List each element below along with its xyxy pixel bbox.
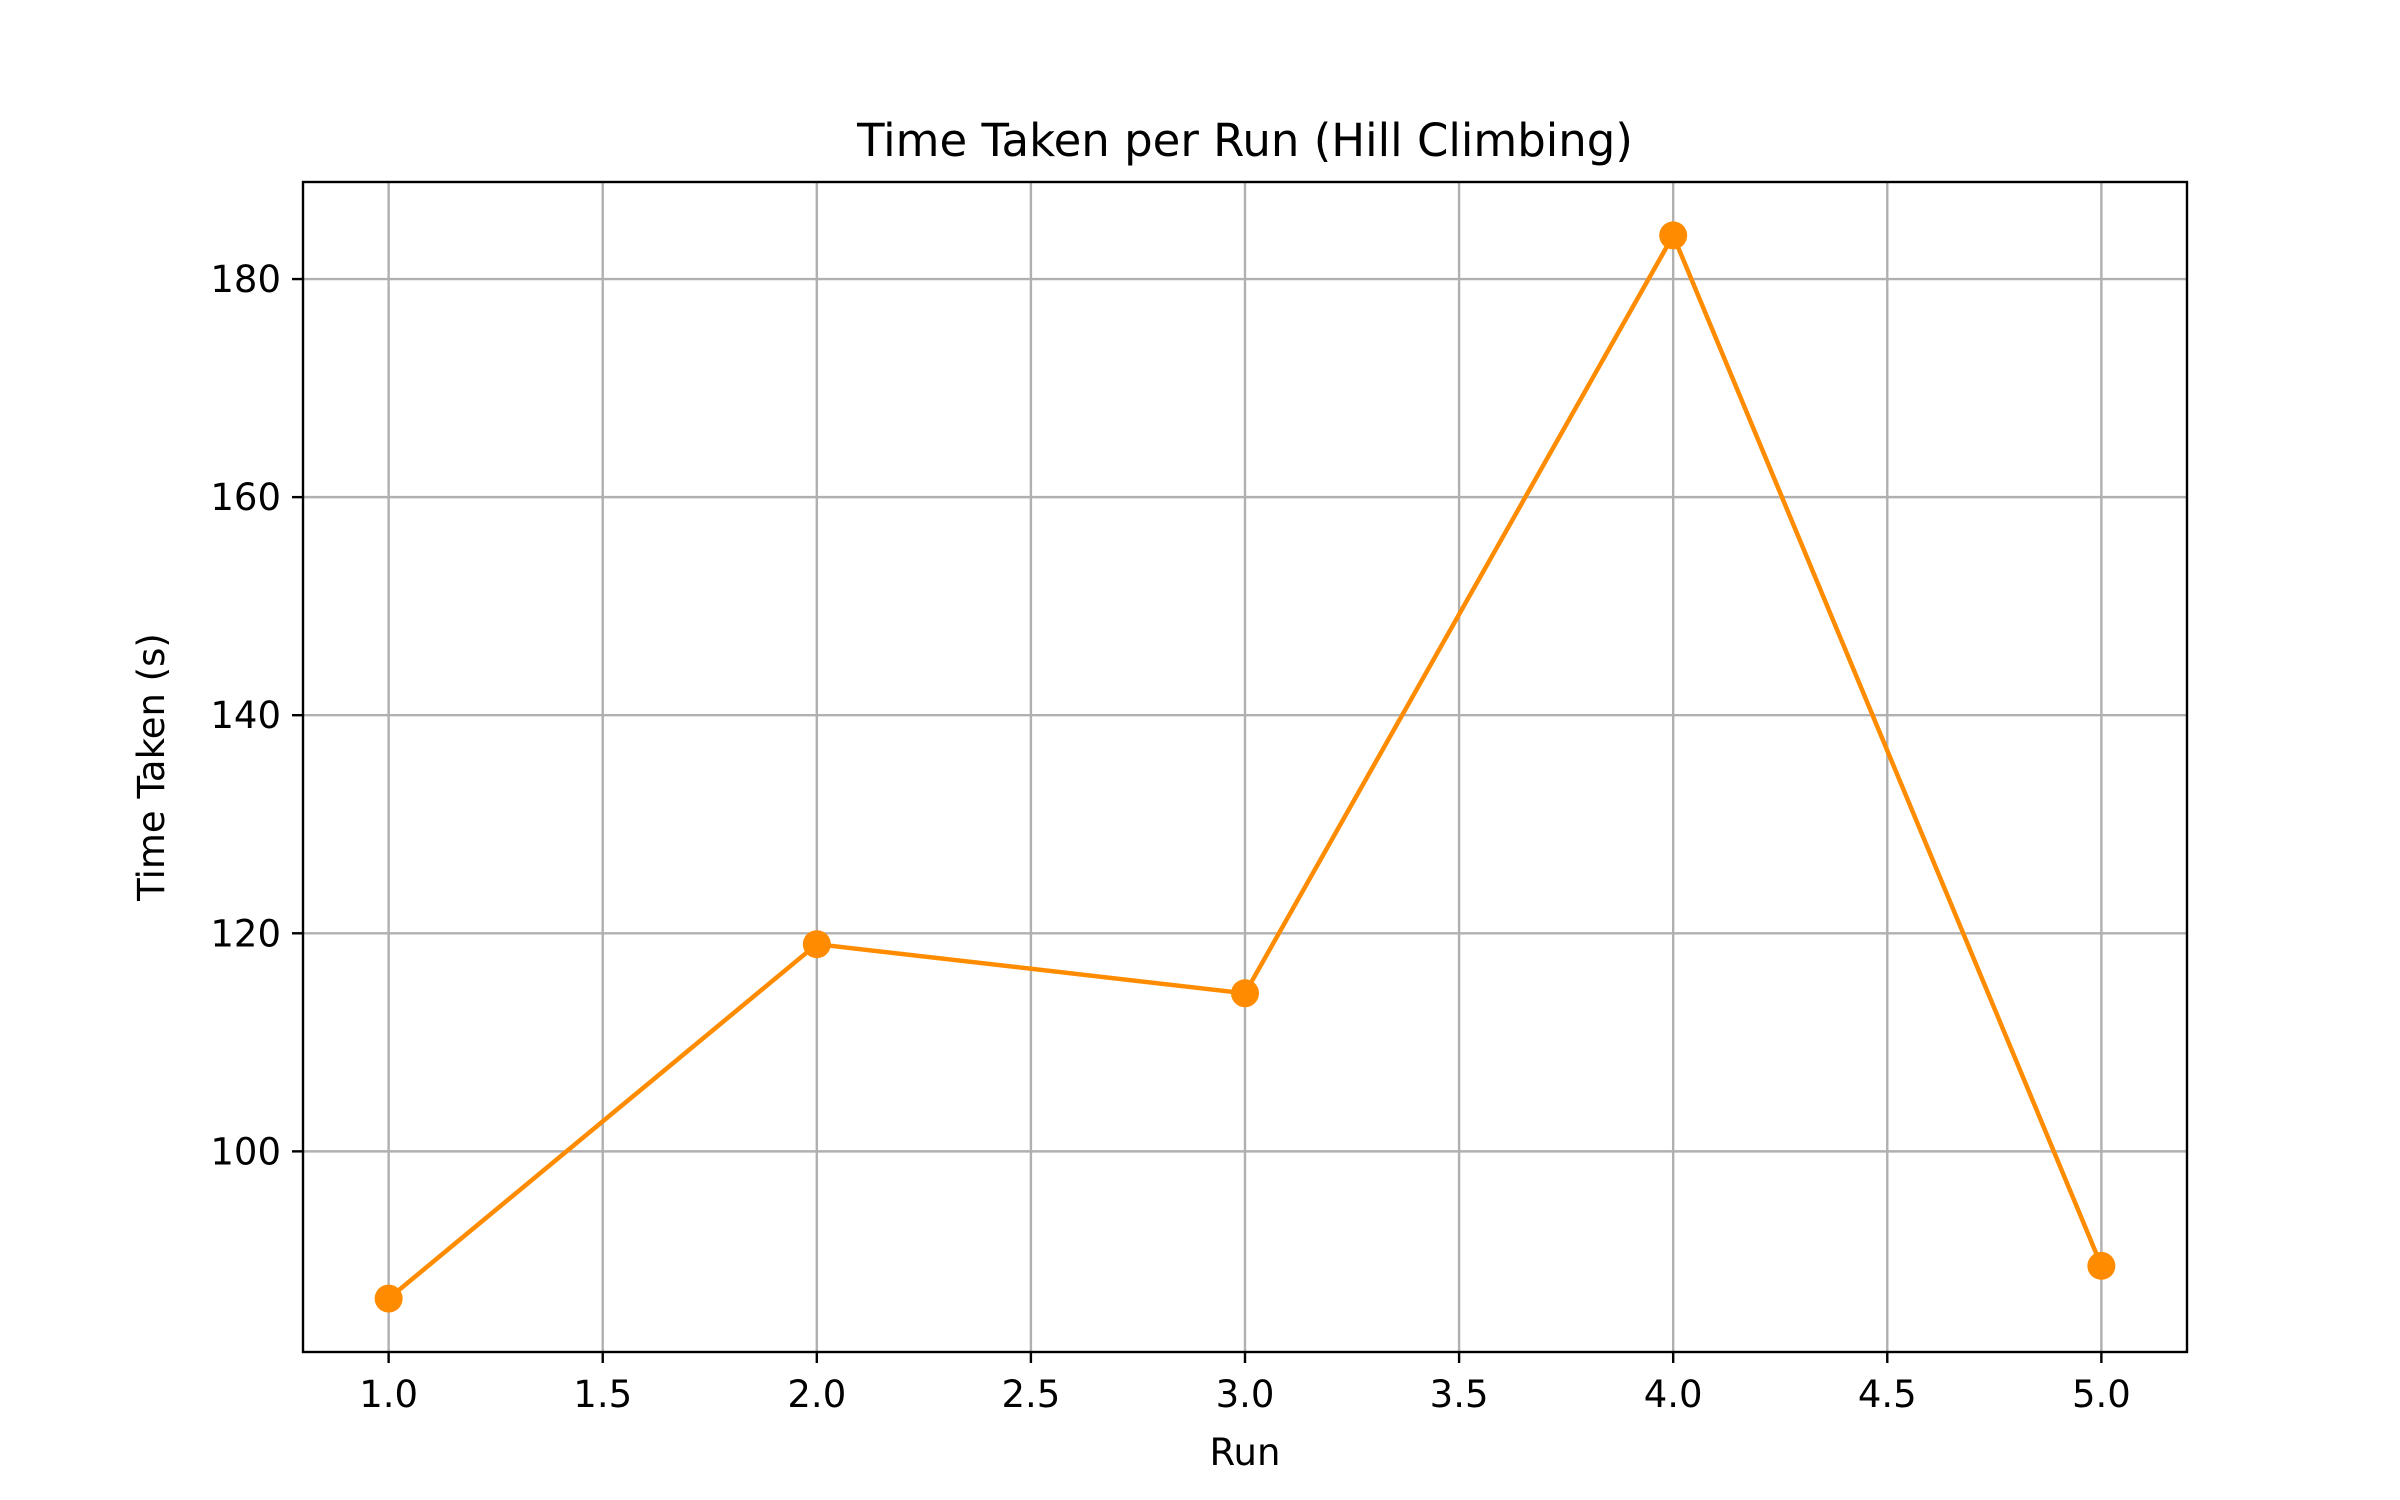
data-point bbox=[802, 930, 831, 959]
grid bbox=[303, 182, 2187, 1352]
y-axis: 100 120 140 160 180 bbox=[210, 258, 303, 1173]
data-point bbox=[1659, 221, 1688, 250]
y-axis-label: Time Taken (s) bbox=[130, 633, 173, 902]
chart-title: Time Taken per Run (Hill Climbing) bbox=[856, 114, 1633, 167]
y-tick-label: 180 bbox=[210, 258, 281, 301]
series-layer bbox=[374, 221, 2116, 1313]
y-tick-label: 120 bbox=[210, 912, 281, 955]
x-tick-label: 3.5 bbox=[1430, 1373, 1489, 1416]
x-axis-label: Run bbox=[1210, 1431, 1281, 1474]
x-tick-label: 2.5 bbox=[1001, 1373, 1060, 1416]
x-tick-label: 5.0 bbox=[2072, 1373, 2131, 1416]
data-point bbox=[2087, 1251, 2116, 1280]
x-tick-label: 4.0 bbox=[1644, 1373, 1703, 1416]
x-axis: 1.0 1.5 2.0 2.5 3.0 3.5 4.0 4.5 5.0 bbox=[359, 1352, 2131, 1416]
data-point bbox=[1231, 979, 1259, 1008]
data-point bbox=[374, 1284, 403, 1313]
y-tick-label: 160 bbox=[210, 476, 281, 519]
y-tick-label: 140 bbox=[210, 694, 281, 737]
y-tick-label: 100 bbox=[210, 1130, 281, 1173]
x-tick-label: 2.0 bbox=[787, 1373, 846, 1416]
x-tick-label: 3.0 bbox=[1216, 1373, 1275, 1416]
x-tick-label: 4.5 bbox=[1858, 1373, 1917, 1416]
x-tick-label: 1.0 bbox=[359, 1373, 418, 1416]
x-tick-label: 1.5 bbox=[573, 1373, 632, 1416]
